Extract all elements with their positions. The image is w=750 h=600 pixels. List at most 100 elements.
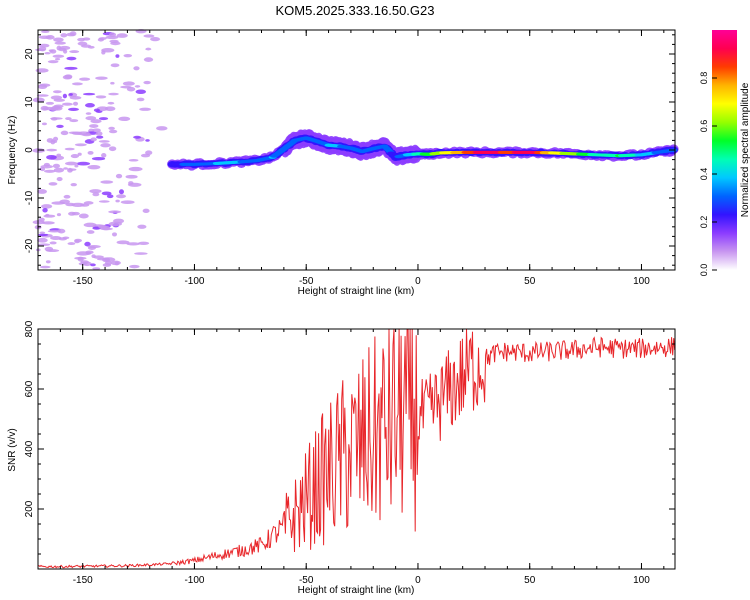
noise-blob [68, 107, 79, 112]
y-tick-label: 0 [24, 147, 35, 153]
noise-blob [72, 101, 79, 106]
spectrogram-trace [167, 129, 679, 171]
noise-blob [41, 204, 53, 209]
snr-series-line [37, 328, 676, 569]
noise-blob [77, 256, 84, 262]
noise-blob [54, 41, 66, 45]
noise-blob [43, 169, 56, 173]
x-tick-label: 0 [415, 276, 421, 287]
noise-blob [68, 211, 76, 216]
noise-blob [37, 233, 49, 237]
noise-blob [100, 180, 114, 184]
noise-blob [143, 34, 155, 38]
noise-blob [50, 139, 56, 145]
x-tick-label: 50 [524, 276, 536, 287]
x-tick-label: 50 [524, 575, 536, 586]
noise-blob [98, 37, 107, 40]
x-tick-label: -50 [299, 575, 314, 586]
noise-blob [77, 37, 86, 42]
noise-blob [145, 150, 153, 156]
noise-blob [76, 251, 90, 256]
noise-blob [45, 260, 51, 264]
noise-blob [64, 74, 73, 79]
noise-blob [63, 194, 71, 199]
colorbar-tick-label: 0.4 [699, 168, 709, 181]
noise-blob [143, 80, 151, 85]
noise-blob [87, 165, 101, 170]
noise-blob [120, 200, 135, 204]
noise-blob [74, 164, 79, 168]
noise-blob [56, 177, 63, 182]
noise-blob [79, 203, 90, 207]
noise-blob [111, 232, 118, 237]
noise-blob [110, 81, 115, 85]
noise-blob [63, 167, 68, 170]
noise-blob [50, 117, 63, 120]
noise-blob [37, 189, 48, 194]
spectrogram-y-label: Frequency (Hz) [7, 116, 18, 185]
noise-blob [37, 237, 48, 243]
noise-blob [47, 60, 59, 64]
noise-blob [107, 101, 115, 105]
noise-blob [97, 258, 110, 261]
noise-blob [54, 57, 61, 61]
x-tick-label: -100 [184, 575, 204, 586]
noise-blob [116, 33, 128, 38]
snr-x-axis: -150 -100 -50 0 50 100 [37, 329, 665, 586]
noise-blob [90, 137, 97, 142]
noise-blob [142, 208, 150, 214]
noise-blob [56, 213, 62, 217]
noise-blob [66, 56, 77, 61]
noise-blob [108, 221, 123, 227]
snr-y-label: SNR (v/v) [7, 428, 18, 471]
noise-blob [32, 97, 45, 103]
noise-blob [87, 246, 96, 250]
noise-blob [37, 243, 51, 246]
noise-blob [96, 135, 104, 139]
noise-blob [134, 85, 141, 88]
x-tick-label: -150 [73, 575, 93, 586]
noise-blob [36, 94, 49, 97]
colorbar-label: Normalized spectral amplitude [740, 82, 750, 217]
noise-blob [137, 224, 147, 229]
noise-blob [133, 135, 142, 139]
noise-blob [64, 66, 78, 70]
noise-blob [101, 47, 115, 53]
noise-blob [62, 236, 70, 240]
noise-blob [101, 153, 107, 158]
noise-blob [101, 191, 112, 196]
x-tick-label: 100 [633, 276, 650, 287]
noise-blob [92, 128, 101, 133]
noise-blob [116, 194, 127, 199]
noise-blob [115, 199, 120, 203]
noise-blob [125, 174, 138, 179]
noise-blob [68, 131, 79, 134]
spectrogram-noise-blobs [32, 29, 168, 270]
noise-blob [60, 33, 68, 38]
noise-blob [109, 39, 119, 43]
noise-blob [44, 52, 51, 55]
noise-blob [98, 117, 109, 121]
noise-blob [98, 140, 110, 143]
noise-blob [37, 84, 48, 90]
noise-blob [78, 213, 89, 219]
noise-blob [52, 163, 61, 169]
noise-blob [79, 77, 91, 81]
spectrogram-x-label: Height of straight line (km) [298, 286, 415, 297]
noise-blob [50, 95, 63, 100]
figure-title: KOM5.2025.333.16.50.G23 [275, 3, 434, 18]
noise-blob [85, 116, 97, 121]
noise-blob [51, 201, 65, 205]
noise-blob [87, 150, 94, 155]
spectrogram-y-axis: -20 -10 0 10 20 [24, 34, 675, 266]
noise-blob [100, 143, 111, 148]
noise-blob [115, 54, 120, 58]
noise-blob [95, 95, 107, 99]
noise-blob [156, 126, 168, 131]
noise-blob [35, 48, 46, 52]
noise-blob [108, 210, 122, 214]
noise-blob [42, 207, 48, 213]
noise-blob [68, 93, 73, 96]
noise-blob [118, 189, 124, 195]
x-tick-label: 0 [415, 575, 421, 586]
